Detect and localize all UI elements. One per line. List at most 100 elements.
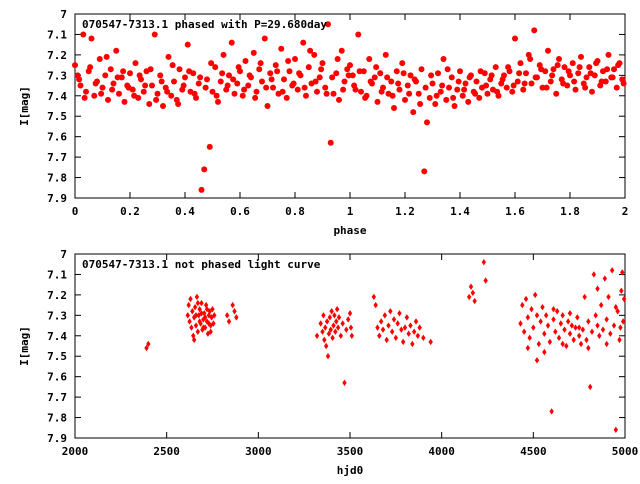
data-point <box>290 80 297 87</box>
data-point <box>245 82 252 89</box>
plot-title-1: 070547-7313.1 phased with P=29.680day <box>82 18 327 31</box>
data-point <box>587 383 593 391</box>
data-point <box>586 318 591 325</box>
data-point <box>408 322 413 329</box>
data-point <box>572 86 579 93</box>
data-point <box>421 168 428 175</box>
data-point <box>378 88 385 95</box>
data-point <box>620 318 626 325</box>
data-point <box>338 332 344 339</box>
data-point <box>560 80 567 87</box>
data-point <box>422 84 429 91</box>
x-tick-label: 2000 <box>62 445 89 458</box>
data-point <box>410 340 415 348</box>
data-point <box>488 72 495 79</box>
data-point <box>253 88 260 95</box>
data-point <box>231 90 238 97</box>
data-point <box>164 88 171 95</box>
data-point <box>340 86 347 93</box>
data-point <box>562 326 567 333</box>
data-point <box>397 310 402 317</box>
data-point <box>443 96 450 103</box>
data-point <box>547 78 554 85</box>
data-point <box>296 70 303 77</box>
data-point <box>529 306 534 313</box>
y-tick-label: 7.8 <box>47 172 67 185</box>
data-point <box>318 320 323 327</box>
data-point <box>569 322 575 329</box>
data-point <box>377 70 384 77</box>
data-point <box>321 312 326 319</box>
data-point <box>492 64 499 71</box>
data-point <box>611 66 617 73</box>
data-point <box>157 72 164 79</box>
data-point <box>389 328 395 335</box>
data-point <box>228 39 235 46</box>
data-point <box>212 64 219 71</box>
y-tick-label: 7.2 <box>47 289 67 302</box>
data-point <box>347 62 353 69</box>
data-point <box>187 318 192 325</box>
data-point <box>334 55 341 62</box>
data-point <box>528 80 535 87</box>
data-point <box>201 166 208 173</box>
data-point <box>347 310 353 317</box>
data-point <box>195 299 201 307</box>
data-point <box>454 86 461 93</box>
data-point <box>395 320 400 327</box>
data-point <box>195 80 202 87</box>
data-point <box>402 96 408 103</box>
data-point <box>103 53 110 60</box>
data-point <box>301 84 308 91</box>
data-point <box>373 301 378 309</box>
data-point <box>300 39 307 46</box>
data-point <box>446 84 452 91</box>
data-point <box>226 72 232 79</box>
data-point <box>196 312 201 319</box>
data-point <box>551 306 556 313</box>
x-tick-label: 0.8 <box>285 205 305 218</box>
data-point <box>613 426 619 434</box>
data-point <box>311 51 318 58</box>
data-point <box>476 94 483 101</box>
x-tick-label: 3500 <box>337 445 364 458</box>
data-point <box>424 119 430 126</box>
data-point <box>198 186 205 193</box>
data-point <box>185 312 190 319</box>
data-point <box>107 66 114 73</box>
data-point <box>472 297 477 305</box>
data-point <box>334 318 339 325</box>
data-point <box>323 90 330 97</box>
data-point <box>565 318 571 325</box>
data-point <box>136 72 143 79</box>
data-point <box>212 312 217 319</box>
data-point <box>109 86 116 93</box>
x-tick-label: 0.2 <box>120 205 140 218</box>
data-point <box>600 326 606 333</box>
data-point <box>142 82 149 89</box>
data-point <box>551 316 556 323</box>
data-point <box>267 70 274 77</box>
data-point <box>281 76 287 83</box>
data-point <box>595 322 600 329</box>
data-point <box>371 74 378 81</box>
data-point <box>131 92 138 99</box>
data-point <box>215 98 221 105</box>
data-point <box>413 318 419 325</box>
data-point <box>92 80 99 87</box>
data-point <box>421 334 426 342</box>
data-point <box>556 55 562 62</box>
data-point <box>323 342 329 350</box>
data-point <box>204 306 210 313</box>
x-tick-label: 2500 <box>153 445 180 458</box>
data-point <box>505 64 512 71</box>
data-point <box>571 336 576 344</box>
data-point <box>191 332 196 339</box>
data-point <box>527 55 534 62</box>
data-point <box>520 301 525 309</box>
data-point <box>428 72 435 79</box>
data-point <box>582 293 587 301</box>
data-point <box>466 74 473 81</box>
data-point <box>316 74 323 81</box>
data-point <box>613 84 620 91</box>
